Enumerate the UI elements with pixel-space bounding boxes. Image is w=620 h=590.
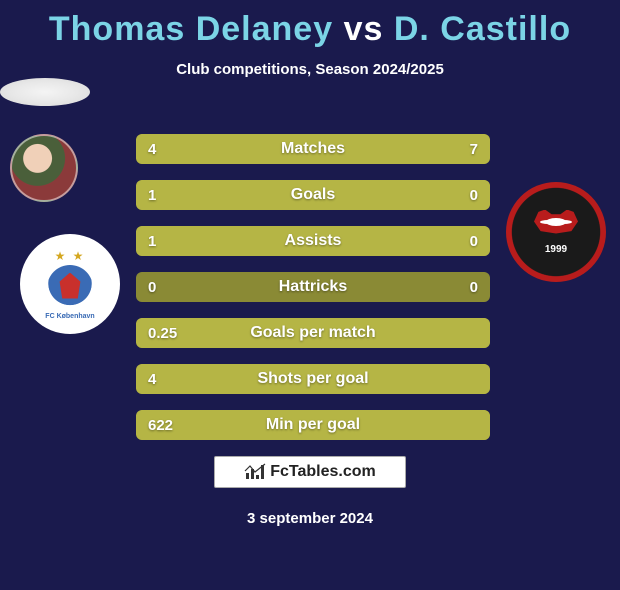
- stat-row: 10Goals: [136, 180, 490, 210]
- stat-label: Hattricks: [136, 272, 490, 302]
- player1-avatar: [10, 134, 78, 202]
- stat-label: Matches: [136, 134, 490, 164]
- player2-avatar: [0, 78, 90, 106]
- stat-bars: 47Matches 10Goals 10Assists 00Hattricks 0.25…: [136, 134, 490, 456]
- stat-row: 00Hattricks: [136, 272, 490, 302]
- date-text: 3 september 2024: [0, 510, 620, 527]
- source-text: FcTables.com: [270, 463, 376, 481]
- club1-stars: ★ ★: [55, 249, 86, 263]
- club2-year: 1999: [545, 244, 567, 255]
- club1-name: FC København: [45, 313, 94, 320]
- subtitle: Club competitions, Season 2024/2025: [0, 61, 620, 78]
- player2-name: D. Castillo: [394, 10, 571, 48]
- club1-badge: ★ ★ FC København: [20, 234, 120, 334]
- chart-icon: [244, 463, 266, 481]
- stat-label: Assists: [136, 226, 490, 256]
- stat-row: 4Shots per goal: [136, 364, 490, 394]
- stat-row: 47Matches: [136, 134, 490, 164]
- stat-row: 622Min per goal: [136, 410, 490, 440]
- player1-name: Thomas Delaney: [49, 10, 333, 48]
- vs-text: vs: [344, 10, 384, 48]
- stat-label: Shots per goal: [136, 364, 490, 394]
- club2-logo-icon: [532, 210, 580, 240]
- stat-label: Goals per match: [136, 318, 490, 348]
- club1-logo-icon: [47, 265, 93, 311]
- stat-label: Goals: [136, 180, 490, 210]
- stat-label: Min per goal: [136, 410, 490, 440]
- stat-row: 0.25Goals per match: [136, 318, 490, 348]
- comparison-title: Thomas Delaney vs D. Castillo: [0, 10, 620, 49]
- club2-badge: 1999: [506, 182, 606, 282]
- stat-row: 10Assists: [136, 226, 490, 256]
- source-badge: FcTables.com: [214, 456, 406, 488]
